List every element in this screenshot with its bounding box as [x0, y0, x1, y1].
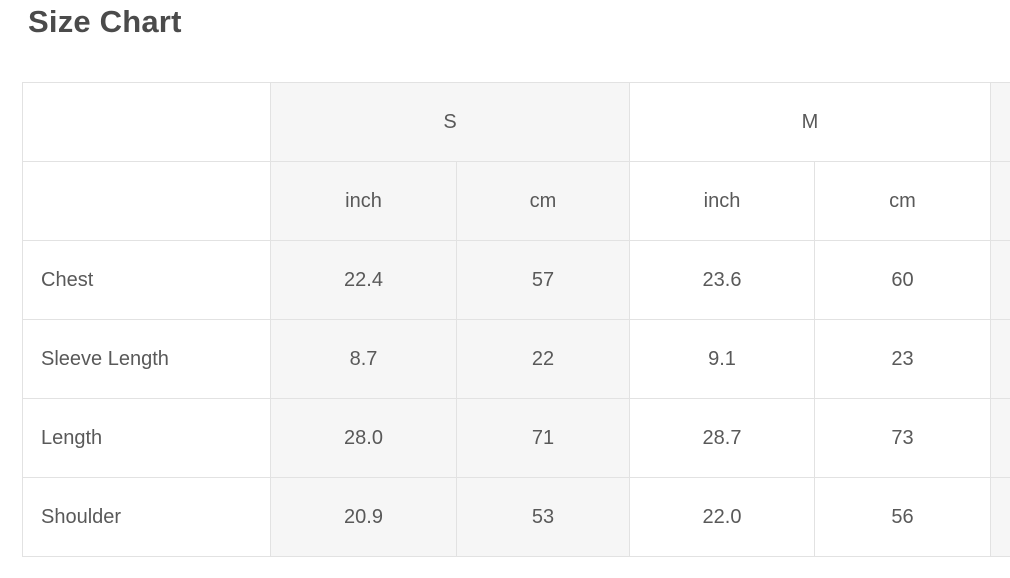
table-row-chest: Chest 22.4 57 23.6 60: [22, 240, 1010, 320]
row-label: Chest: [22, 240, 271, 320]
value-cell-m-inch: 22.0: [629, 477, 815, 557]
value-cell-m-cm: 73: [813, 398, 992, 478]
corner-cell: [22, 82, 271, 162]
value-cell-m-cm: 60: [813, 240, 992, 320]
page-title: Size Chart: [28, 4, 182, 39]
clipped-value-cell: [990, 477, 1010, 557]
value-cell-m-inch: 28.7: [629, 398, 815, 478]
size-group-header-s: S: [270, 82, 630, 162]
value-cell-s-inch: 22.4: [270, 240, 457, 320]
clipped-value-cell: [990, 319, 1010, 399]
row-label: Sleeve Length: [22, 319, 271, 399]
value-cell-s-inch: 28.0: [270, 398, 457, 478]
value-cell-m-inch: 23.6: [629, 240, 815, 320]
row-label: Length: [22, 398, 271, 478]
value-cell-m-inch: 9.1: [629, 319, 815, 399]
size-group-header-row: S M: [22, 82, 1010, 162]
unit-header-s-cm: cm: [456, 161, 630, 241]
clipped-value-cell: [990, 240, 1010, 320]
clipped-value-cell: [990, 398, 1010, 478]
value-cell-s-cm: 71: [456, 398, 630, 478]
size-chart-page: Size Chart S M inch: [0, 4, 1010, 557]
corner-cell-units: [22, 161, 271, 241]
row-label: Shoulder: [22, 477, 271, 557]
size-chart-table: S M inch cm inch cm Chest 22.4 57 23.6: [22, 82, 1010, 557]
table-row-sleeve-length: Sleeve Length 8.7 22 9.1 23: [22, 319, 1010, 399]
value-cell-s-inch: 8.7: [270, 319, 457, 399]
clipped-size-group-header: [990, 82, 1010, 162]
value-cell-s-cm: 22: [456, 319, 630, 399]
value-cell-m-cm: 56: [813, 477, 992, 557]
unit-header-m-cm: cm: [813, 161, 992, 241]
value-cell-s-inch: 20.9: [270, 477, 457, 557]
unit-header-m-inch: inch: [629, 161, 815, 241]
value-cell-m-cm: 23: [813, 319, 992, 399]
clipped-unit-header: [990, 161, 1010, 241]
table-row-shoulder: Shoulder 20.9 53 22.0 56: [22, 477, 1010, 557]
size-group-header-m: M: [628, 82, 992, 162]
value-cell-s-cm: 57: [456, 240, 630, 320]
table-viewport: S M inch cm inch cm Chest 22.4 57 23.6: [22, 82, 1010, 557]
table-row-length: Length 28.0 71 28.7 73: [22, 398, 1010, 478]
value-cell-s-cm: 53: [456, 477, 630, 557]
unit-header-row: inch cm inch cm: [22, 161, 1010, 241]
unit-header-s-inch: inch: [270, 161, 457, 241]
